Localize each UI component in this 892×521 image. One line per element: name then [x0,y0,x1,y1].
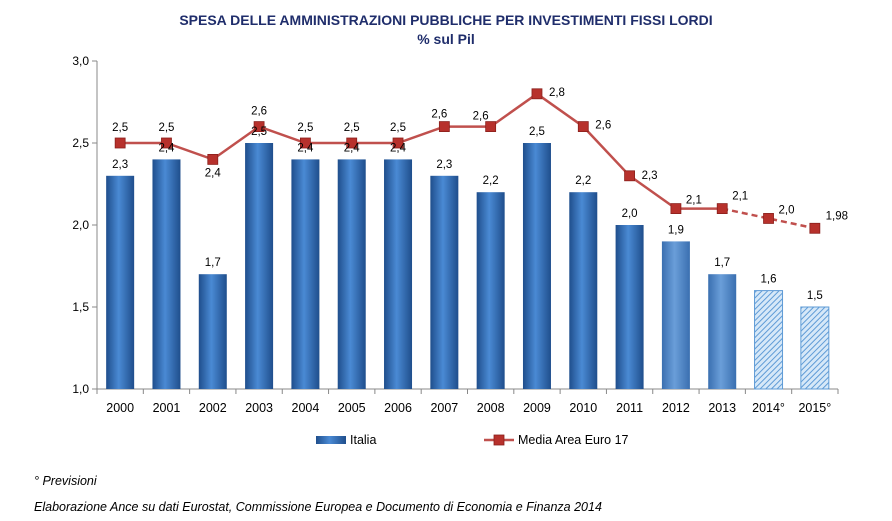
x-tick-label: 2007 [430,401,458,415]
line-marker [207,153,219,165]
x-tick-label: 2000 [106,401,134,415]
line-value-label: 2,8 [549,87,565,99]
line-value-label: 1,98 [826,210,848,222]
chart-area: 1,0 1,5 2,0 2,5 3,0 2000 2001 2002 2003 2004 2005 2… [72,54,848,447]
bar-value-label: 2,4 [390,142,407,154]
x-tick-label: 2010 [569,401,597,415]
y-tick-label: 2,5 [72,136,89,150]
bar-value-label: 1,7 [714,257,730,269]
bar-value-label: 2,5 [529,126,545,138]
line-marker [763,213,774,224]
line-value-label: 2,1 [732,191,748,203]
legend-swatch-italia [316,436,346,444]
bar-italia [291,159,320,389]
line-marker [624,170,635,182]
x-tick-label: 2011 [616,401,643,415]
bar-value-label: 2,4 [158,142,175,154]
line-marker [716,203,728,215]
bar-value-label: 2,4 [297,142,314,154]
line-marker [392,137,404,149]
y-tick-label: 2,0 [72,218,89,232]
bar-value-label: 1,6 [761,274,777,286]
x-tick-label: 2014° [752,401,785,415]
bar-value-label: 2,5 [251,126,267,138]
footnote: ° Previsioni [34,474,97,488]
legend-label-media: Media Area Euro 17 [518,433,629,447]
x-tick-label: 2013 [708,401,736,415]
line-marker [438,121,450,132]
bar-italia [430,175,459,389]
line-value-label: 2,5 [158,122,174,134]
line-marker [253,121,265,132]
bar-value-label: 2,3 [436,159,452,171]
line-value-label: 2,6 [473,111,489,123]
line-value-label: 2,5 [344,122,360,134]
x-tick-label: 2012 [662,401,690,415]
bar-italia [661,241,690,389]
bar-italia [800,306,830,390]
source-note: Elaborazione Ance su dati Eurostat, Comm… [34,500,602,514]
bar-italia [476,192,505,389]
bar-italia [106,175,135,389]
line-value-label: 2,6 [595,120,611,132]
x-tick-label: 2005 [338,401,366,415]
line-media-area-euro-forecast [721,207,816,230]
line-marker [114,137,126,149]
bar-italia [245,143,274,389]
bar-italia [337,159,366,389]
y-tick-label: 1,0 [72,382,89,396]
x-tick-label: 2006 [384,401,412,415]
x-tick-label: 2015° [798,401,831,415]
chart-subtitle: % sul Pil [417,31,475,47]
x-tick-label: 2001 [153,401,181,415]
line-value-label: 2,6 [431,109,447,121]
legend-label-italia: Italia [350,433,376,447]
line-marker [485,121,497,132]
bar-italia [384,159,413,389]
line-value-label: 2,5 [112,122,128,134]
x-tick-label: 2008 [477,401,505,415]
y-tick-label: 1,5 [72,300,89,314]
bar-value-label: 1,5 [807,290,823,302]
line-value-label: 2,3 [642,170,658,182]
bar-italia [522,143,551,389]
bar-italia [152,159,181,389]
line-value-label: 2,6 [251,106,267,118]
bar-value-label: 2,2 [575,175,591,187]
bar-value-label: 2,2 [483,175,499,187]
line-media-area-euro [120,92,723,210]
bar-value-label: 2,0 [622,208,638,220]
line-value-label: 2,1 [686,195,702,207]
line-marker [670,203,682,215]
line-value-label: 2,4 [205,167,222,179]
line-value-label: 2,5 [297,122,313,134]
x-tick-label: 2002 [199,401,227,415]
line-marker [809,222,821,234]
bar-italia [198,274,227,389]
x-tick-label: 2003 [245,401,273,415]
line-marker [577,121,589,132]
line-marker [300,137,311,149]
x-tick-label: 2009 [523,401,551,415]
line-marker [531,88,543,100]
line-marker [346,137,358,149]
bar-value-label: 2,3 [112,159,128,171]
line-value-label: 2,0 [779,204,795,216]
bar-italia [615,225,644,389]
legend-swatch-marker [493,434,505,446]
bar-value-label: 2,4 [344,142,361,154]
x-tick-label: 2004 [292,401,320,415]
line-marker [161,137,172,149]
bar-italia [708,274,737,389]
bar-italia [754,290,784,390]
chart-title: SPESA DELLE AMMINISTRAZIONI PUBBLICHE PE… [179,12,713,28]
y-tick-label: 3,0 [72,54,89,68]
bar-value-label: 1,9 [668,224,684,236]
bar-value-label: 1,7 [205,257,221,269]
bar-italia [569,192,598,389]
line-value-label: 2,5 [390,122,406,134]
